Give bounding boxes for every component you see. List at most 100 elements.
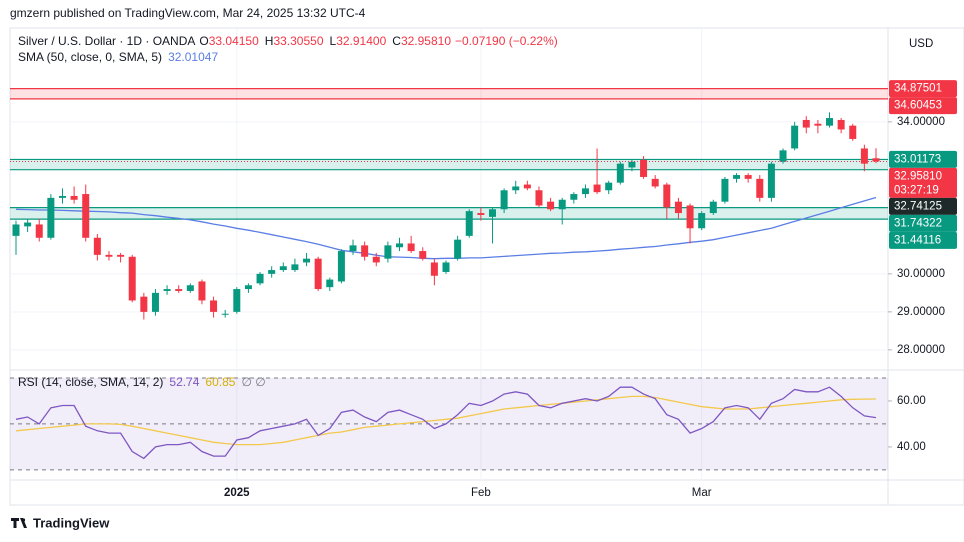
candle-body — [465, 211, 473, 236]
candle-body — [709, 201, 717, 214]
candle-body — [163, 289, 171, 291]
candle-body — [698, 213, 706, 229]
ohlc-value: 32.95810 — [401, 34, 451, 48]
rsi-ma-value: 60.85 — [205, 375, 235, 389]
candle-body — [47, 197, 55, 238]
candle-body — [488, 209, 496, 217]
candle-body — [802, 119, 810, 128]
price-label: 31.74322 — [894, 217, 942, 229]
frame — [9, 27, 964, 506]
candle-body — [279, 266, 287, 271]
candle-body — [651, 178, 659, 187]
header: gmzern published on TradingView.com, Mar… — [10, 6, 366, 20]
price-label-box — [889, 214, 957, 232]
candle-body — [721, 178, 729, 202]
price-label: 33.01173 — [894, 153, 941, 165]
price-label-box — [889, 80, 957, 98]
price-label-box — [889, 150, 957, 168]
candle-body — [105, 254, 113, 257]
sma-name: SMA (50, close, 0, SMA, 5) — [18, 50, 162, 64]
rsi-tail: ∅ ∅ — [241, 375, 265, 389]
price-label: 03:27:19 — [894, 184, 939, 196]
candle-body — [140, 296, 148, 312]
y-tick-label: 28.00000 — [897, 344, 945, 356]
ohlc-key: O — [199, 34, 208, 48]
candle-body — [93, 237, 101, 255]
price-label: 34.60453 — [894, 100, 942, 112]
candle-body — [175, 289, 183, 291]
y-tick-label: 30.00000 — [897, 268, 945, 280]
candle-body — [512, 186, 520, 191]
candle-body — [860, 148, 868, 164]
ohlc-value: 33.30550 — [273, 34, 323, 48]
price-label-box — [889, 97, 957, 115]
legend-sma: SMA (50, close, 0, SMA, 5) 32.01047 — [18, 50, 218, 64]
change: −0.07190 (−0.22%) — [455, 34, 558, 48]
x-tick-label: 2025 — [224, 487, 250, 499]
ohlc-key: C — [392, 34, 401, 48]
candle-body — [547, 201, 555, 210]
candle-body — [744, 175, 752, 179]
candle-body — [442, 262, 450, 272]
candle-body — [268, 270, 276, 274]
background-layer — [10, 28, 888, 480]
candle-body — [24, 222, 32, 227]
candle-body — [117, 254, 125, 257]
candle-body — [384, 245, 392, 259]
price-label: 34.87501 — [894, 83, 942, 95]
candle-body — [791, 125, 799, 149]
candle-body — [210, 300, 218, 312]
candle-body — [628, 161, 636, 168]
sma-value: 32.01047 — [168, 50, 218, 64]
candle-body — [454, 239, 462, 259]
candle-body — [396, 243, 404, 248]
candle-body — [849, 125, 857, 139]
candle-body — [593, 184, 601, 193]
candle-body — [581, 188, 589, 195]
rsi-ma-line — [15, 395, 877, 446]
candle-body — [35, 224, 43, 238]
ohlc-key: H — [265, 34, 274, 48]
rsi-tick-label: 40.00 — [897, 441, 926, 453]
candle-body — [837, 119, 845, 130]
candle-body — [535, 190, 543, 206]
x-tick-label: Feb — [471, 487, 491, 499]
candle-body — [733, 175, 741, 179]
candle-body — [407, 243, 415, 252]
x-tick-label: Mar — [692, 487, 712, 499]
candle-body — [872, 158, 880, 162]
candle-body — [616, 163, 624, 183]
candle-body — [674, 201, 682, 214]
candle-body — [326, 279, 334, 288]
candle-body — [686, 205, 694, 229]
candle-body — [12, 224, 20, 236]
legend-rsi: RSI (14, close, SMA, 14, 2) 52.74 60.85 ∅ ∅ — [18, 375, 266, 389]
ohlc-value: 33.04150 — [209, 34, 259, 48]
currency: USD — [909, 38, 933, 50]
price-label-box — [889, 167, 957, 198]
footer-logo — [11, 518, 27, 528]
candle-body — [349, 245, 357, 252]
candle-body — [314, 258, 322, 290]
candle-body — [826, 118, 834, 126]
candle-body — [663, 184, 671, 208]
candle-body — [303, 258, 311, 263]
candle-body — [523, 184, 531, 189]
candle-body — [221, 313, 229, 315]
candle-body — [337, 251, 345, 282]
candle-body — [58, 195, 66, 198]
candle-body — [151, 292, 159, 312]
footer: TradingView — [33, 515, 110, 530]
candle-body — [70, 195, 78, 200]
price-label: 32.74125 — [894, 200, 942, 212]
candle-body — [500, 190, 508, 210]
candle-body — [291, 264, 299, 271]
candle-body — [256, 273, 264, 284]
candle-body — [128, 256, 136, 301]
candle-body — [198, 281, 206, 301]
legend-main: Silver / U.S. Dollar · 1D · OANDA O33.041… — [18, 34, 558, 48]
candle-body — [558, 199, 566, 210]
candle-body — [477, 213, 485, 215]
y-tick-label: 34.00000 — [897, 116, 945, 128]
